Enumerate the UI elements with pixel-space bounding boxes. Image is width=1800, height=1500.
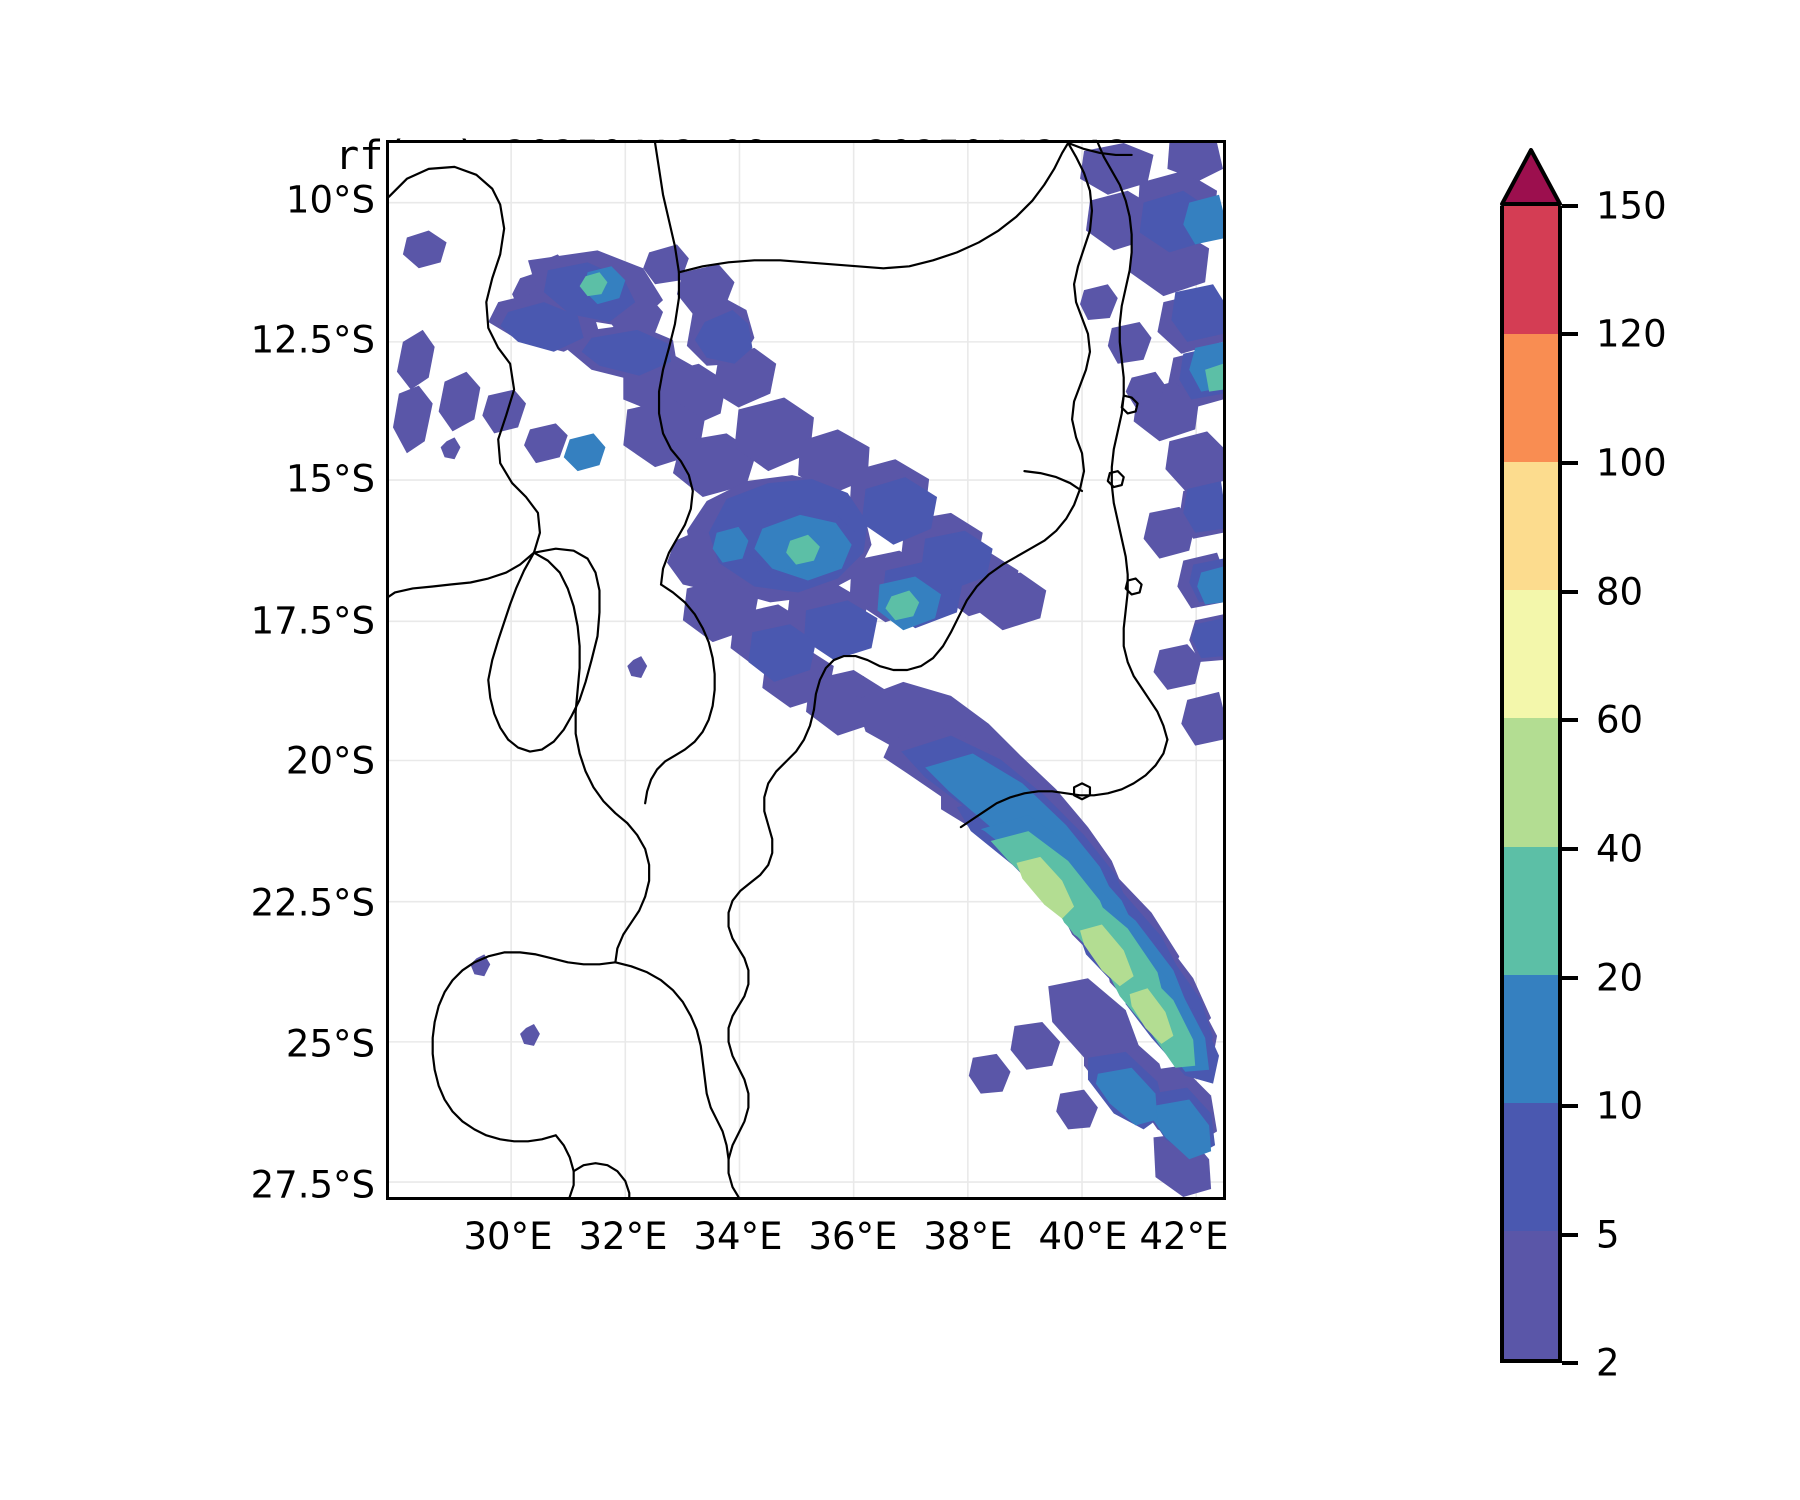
colorbar[interactable] (1500, 148, 1562, 1363)
colorbar-label-20: 20 (1596, 956, 1644, 1000)
rain-contour-40-60mm (1016, 856, 1174, 1044)
colorbar-bands (1500, 206, 1562, 1363)
map-coastlines-borders (389, 143, 1169, 1197)
ytick-label-12_5S: 12.5°S (250, 318, 375, 362)
xtick-label-30E: 30°E (463, 1215, 553, 1258)
colorbar-tick-5 (1562, 1233, 1578, 1237)
colorbar-band-60-80 (1504, 590, 1558, 719)
ytick-label-17_5S: 17.5°S (250, 599, 375, 643)
colorbar-tick-60 (1562, 718, 1578, 722)
colorbar-tick-10 (1562, 1104, 1578, 1108)
xtick-label-38E: 38°E (923, 1215, 1013, 1258)
ytick-label-20S: 20°S (285, 739, 375, 783)
colorbar-band-20-40 (1504, 846, 1558, 975)
colorbar-label-40: 40 (1596, 827, 1644, 871)
ytick-label-15S: 15°S (285, 457, 375, 501)
ytick-label-25S: 25°S (285, 1022, 375, 1066)
xtick-label-40E: 40°E (1038, 1215, 1128, 1258)
colorbar-tick-150 (1562, 204, 1578, 208)
colorbar-band-5-10 (1504, 1102, 1558, 1231)
colorbar-band-2-5 (1504, 1230, 1558, 1359)
colorbar-tick-20 (1562, 976, 1578, 980)
xtick-label-34E: 34°E (693, 1215, 783, 1258)
colorbar-tick-100 (1562, 461, 1578, 465)
colorbar-tick-40 (1562, 847, 1578, 851)
colorbar-tick-2 (1562, 1361, 1578, 1365)
ytick-label-10S: 10°S (285, 178, 375, 222)
colorbar-label-60: 60 (1596, 698, 1644, 742)
colorbar-tick-80 (1562, 590, 1578, 594)
ytick-label-22_5S: 22.5°S (250, 881, 375, 925)
xtick-label-42E: 42°E (1139, 1215, 1229, 1258)
colorbar-label-150: 150 (1596, 184, 1667, 228)
map-plot (389, 143, 1223, 1197)
colorbar-label-80: 80 (1596, 570, 1644, 614)
colorbar-over-arrow (1500, 148, 1562, 206)
colorbar-label-5: 5 (1596, 1213, 1620, 1257)
colorbar-band-120-150 (1504, 206, 1558, 335)
colorbar-label-2: 2 (1596, 1341, 1620, 1385)
colorbar-band-100-120 (1504, 334, 1558, 463)
map-canvas (389, 143, 1223, 1197)
ytick-label-27_5S: 27.5°S (250, 1163, 375, 1207)
map-axes[interactable] (386, 140, 1226, 1200)
colorbar-band-40-60 (1504, 718, 1558, 847)
colorbar-band-10-20 (1504, 974, 1558, 1103)
colorbar-band-80-100 (1504, 462, 1558, 591)
colorbar-label-10: 10 (1596, 1084, 1644, 1128)
colorbar-label-100: 100 (1596, 441, 1667, 485)
colorbar-tick-120 (1562, 332, 1578, 336)
xtick-label-36E: 36°E (808, 1215, 898, 1258)
xtick-label-32E: 32°E (578, 1215, 668, 1258)
colorbar-label-120: 120 (1596, 312, 1667, 356)
